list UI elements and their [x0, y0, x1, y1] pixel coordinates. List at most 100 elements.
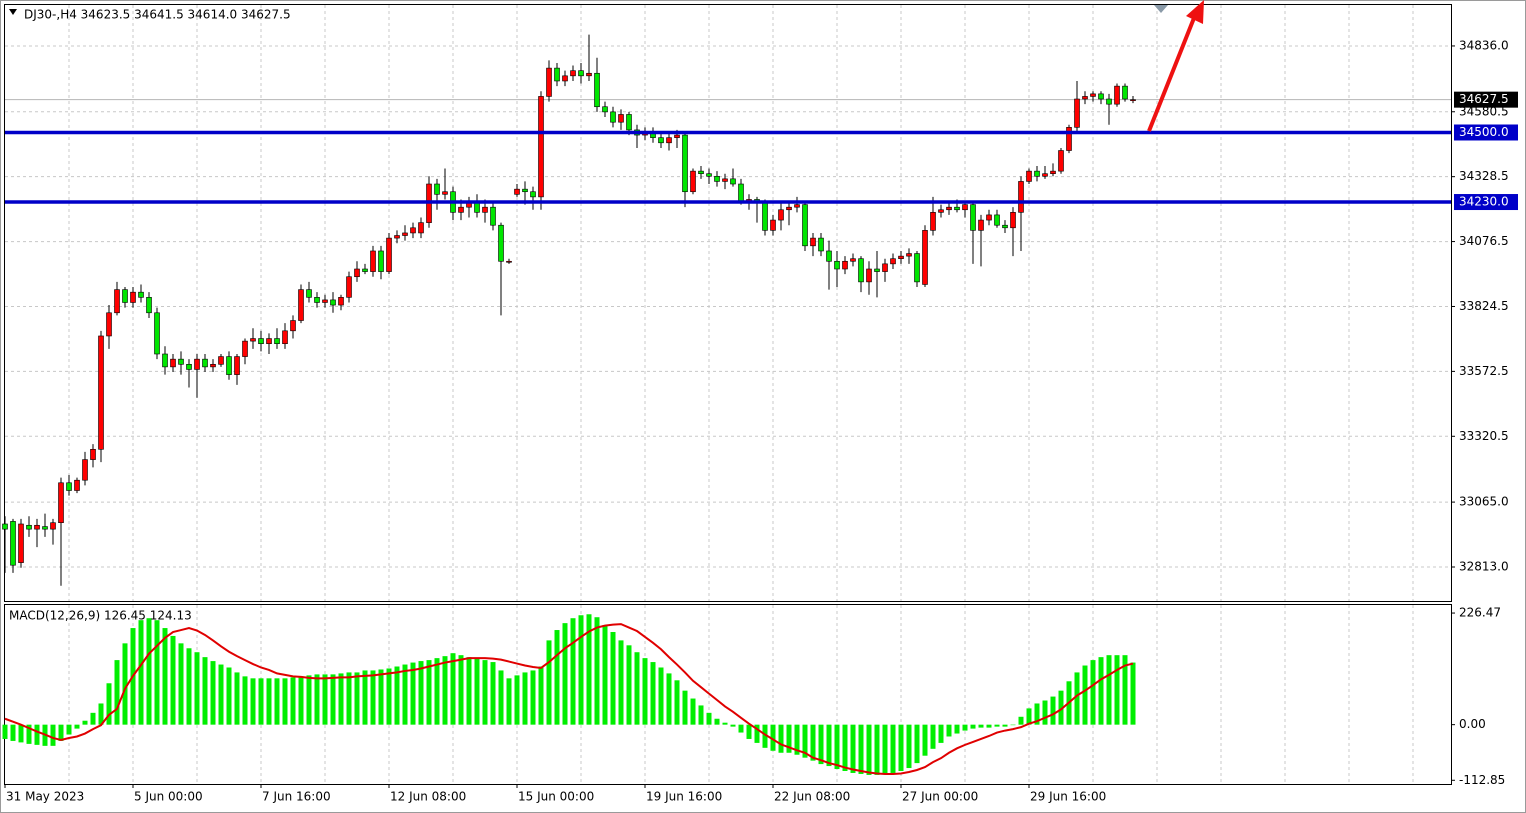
- macd-y-tick-label: 0.00: [1459, 717, 1486, 731]
- macd-bar: [498, 670, 504, 725]
- candle-body: [218, 356, 224, 365]
- macd-bar: [538, 666, 544, 725]
- macd-bar: [178, 643, 184, 725]
- candle-body: [954, 206, 960, 211]
- macd-bar: [298, 676, 304, 725]
- macd-bar: [938, 724, 944, 743]
- candle-body: [234, 356, 240, 375]
- candle-body: [690, 170, 696, 193]
- level-label-box: [1454, 124, 1518, 141]
- candle-body: [290, 320, 296, 332]
- candle-body: [282, 330, 288, 344]
- macd-bar: [18, 724, 24, 743]
- macd-bar: [650, 662, 656, 725]
- macd-bar: [234, 672, 240, 725]
- macd-bar: [458, 655, 464, 725]
- macd-bar: [722, 722, 728, 725]
- signal-line: [4, 623, 1134, 775]
- candle-body: [338, 297, 344, 306]
- macd-bar: [10, 724, 16, 741]
- candle-body: [1026, 170, 1032, 182]
- candle-body: [986, 214, 992, 221]
- candle-body: [666, 137, 672, 144]
- plot-layer: 34836.0 34580.5 34328.5 34076.5 33824.5 33572…: [2, 5, 1518, 804]
- candle-body: [274, 338, 280, 344]
- macd-bar: [658, 667, 664, 725]
- candle-body: [298, 289, 304, 321]
- macd-bar: [146, 618, 152, 725]
- macd-bar: [690, 698, 696, 725]
- macd-bar: [794, 724, 800, 755]
- macd-bar: [746, 724, 752, 739]
- last-price-box: [1454, 91, 1518, 108]
- macd-y-tick-label: 226.47: [1459, 606, 1501, 620]
- last-price-label: 34627.5: [1459, 92, 1509, 106]
- macd-bar: [330, 674, 336, 725]
- macd-bar: [394, 666, 400, 725]
- macd-bar: [226, 667, 232, 725]
- candle-body: [906, 253, 912, 257]
- chart-title: DJ30-,H4 34623.5 34641.5 34614.0 34627.5: [24, 8, 291, 22]
- candle-body: [66, 482, 72, 491]
- candle-body: [786, 206, 792, 211]
- candle-body: [490, 206, 496, 226]
- y-tick-label: 34076.5: [1459, 234, 1509, 248]
- macd-bar: [114, 660, 120, 725]
- candle-body: [866, 268, 872, 283]
- macd-bar: [474, 658, 480, 725]
- candle-body: [994, 214, 1000, 226]
- candle-body: [706, 173, 712, 177]
- macd-bar: [962, 724, 968, 731]
- candle-body: [810, 237, 816, 247]
- macd-bar: [58, 724, 64, 741]
- candle-body: [98, 335, 104, 450]
- macd-bar: [490, 662, 496, 725]
- macd-bar: [186, 648, 192, 725]
- candle-body: [378, 250, 384, 272]
- candle-body: [410, 227, 416, 234]
- macd-bar: [74, 724, 80, 729]
- candle-body: [242, 340, 248, 357]
- candle-body: [514, 188, 520, 195]
- candle-body: [738, 183, 744, 203]
- candle-body: [1130, 99, 1136, 101]
- candle-body: [314, 297, 320, 303]
- candle-body: [10, 521, 16, 566]
- level-label: 34500.0: [1459, 125, 1509, 139]
- macd-bar: [450, 653, 456, 725]
- candle-body: [146, 297, 152, 314]
- candle-body: [578, 70, 584, 77]
- candle-body: [130, 291, 136, 303]
- macd-bar: [586, 614, 592, 725]
- macd-bar: [466, 657, 472, 725]
- macd-bar: [802, 724, 808, 758]
- macd-bar: [818, 724, 824, 765]
- macd-bar: [386, 668, 392, 725]
- macd-bar: [770, 724, 776, 751]
- macd-bar: [954, 724, 960, 734]
- macd-bar: [1026, 708, 1032, 725]
- candle-body: [834, 260, 840, 270]
- y-tick-label: 34328.5: [1459, 169, 1509, 183]
- candle-body: [698, 170, 704, 175]
- candle-body: [1122, 85, 1128, 100]
- macd-bar: [994, 724, 1000, 727]
- macd-bar: [810, 724, 816, 761]
- macd-bar: [426, 660, 432, 725]
- macd-bar: [674, 680, 680, 725]
- candle-body: [1114, 85, 1120, 105]
- x-tick-label: 22 Jun 08:00: [774, 790, 850, 804]
- macd-bar: [1002, 724, 1008, 727]
- macd-bar: [1098, 657, 1104, 725]
- macd-bar: [138, 620, 144, 725]
- candle-body: [50, 522, 56, 530]
- macd-bar: [122, 643, 128, 725]
- menu-triangle: [9, 9, 17, 15]
- candle-body: [802, 204, 808, 247]
- candle-body: [322, 299, 328, 303]
- candle-body: [762, 201, 768, 231]
- candle-body: [122, 289, 128, 303]
- macd-bar: [874, 724, 880, 775]
- candle-body: [1074, 98, 1080, 128]
